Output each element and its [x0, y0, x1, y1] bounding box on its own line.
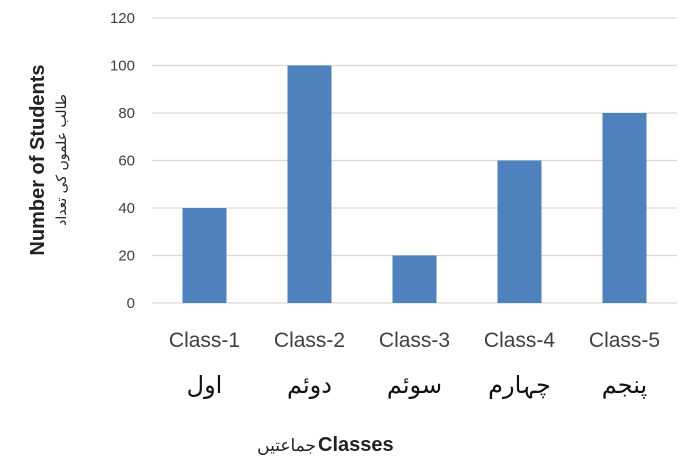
- y-tick-label: 20: [118, 248, 135, 265]
- x-category-label-urdu: پنجم: [602, 371, 647, 399]
- gridlines: [152, 17, 677, 304]
- y-axis-title: Number of Students: [27, 64, 49, 255]
- bar-class-3: [392, 255, 437, 303]
- y-tick-label: 80: [118, 105, 135, 122]
- x-category-label-urdu: اول: [187, 371, 223, 399]
- y-tick-label: 120: [110, 10, 135, 27]
- bar-class-2: [287, 65, 332, 303]
- x-category-label-urdu: سوئم: [387, 371, 442, 399]
- y-axis-title-urdu: طالب علموں کی تعداد: [54, 94, 70, 226]
- x-axis-category-labels: Class-1 اول Class-2 دوئم Class-3 سوئم Class-4 چ…: [169, 329, 660, 399]
- x-category-label-urdu: چہارم: [488, 371, 551, 399]
- bar-class-4: [497, 160, 542, 303]
- y-axis-ticks: 0 20 40 60 80 100 120: [110, 10, 135, 312]
- x-category-label: Class-4: [484, 329, 556, 352]
- x-category-label: Class-5: [589, 329, 660, 352]
- x-category-label: Class-1: [169, 329, 240, 352]
- x-category-label: Class-2: [274, 329, 345, 352]
- y-tick-label: 40: [118, 200, 135, 217]
- bar-class-1: [182, 208, 227, 303]
- x-axis-title: Classes: [318, 434, 394, 456]
- y-tick-label: 0: [127, 295, 135, 312]
- x-category-label-urdu: دوئم: [287, 371, 332, 399]
- y-tick-label: 100: [110, 58, 135, 75]
- y-tick-label: 60: [118, 153, 135, 170]
- x-category-label: Class-3: [379, 329, 450, 352]
- bars: [182, 65, 647, 303]
- x-axis-title-urdu: جماعتیں: [257, 436, 316, 456]
- bar-class-5: [602, 113, 647, 303]
